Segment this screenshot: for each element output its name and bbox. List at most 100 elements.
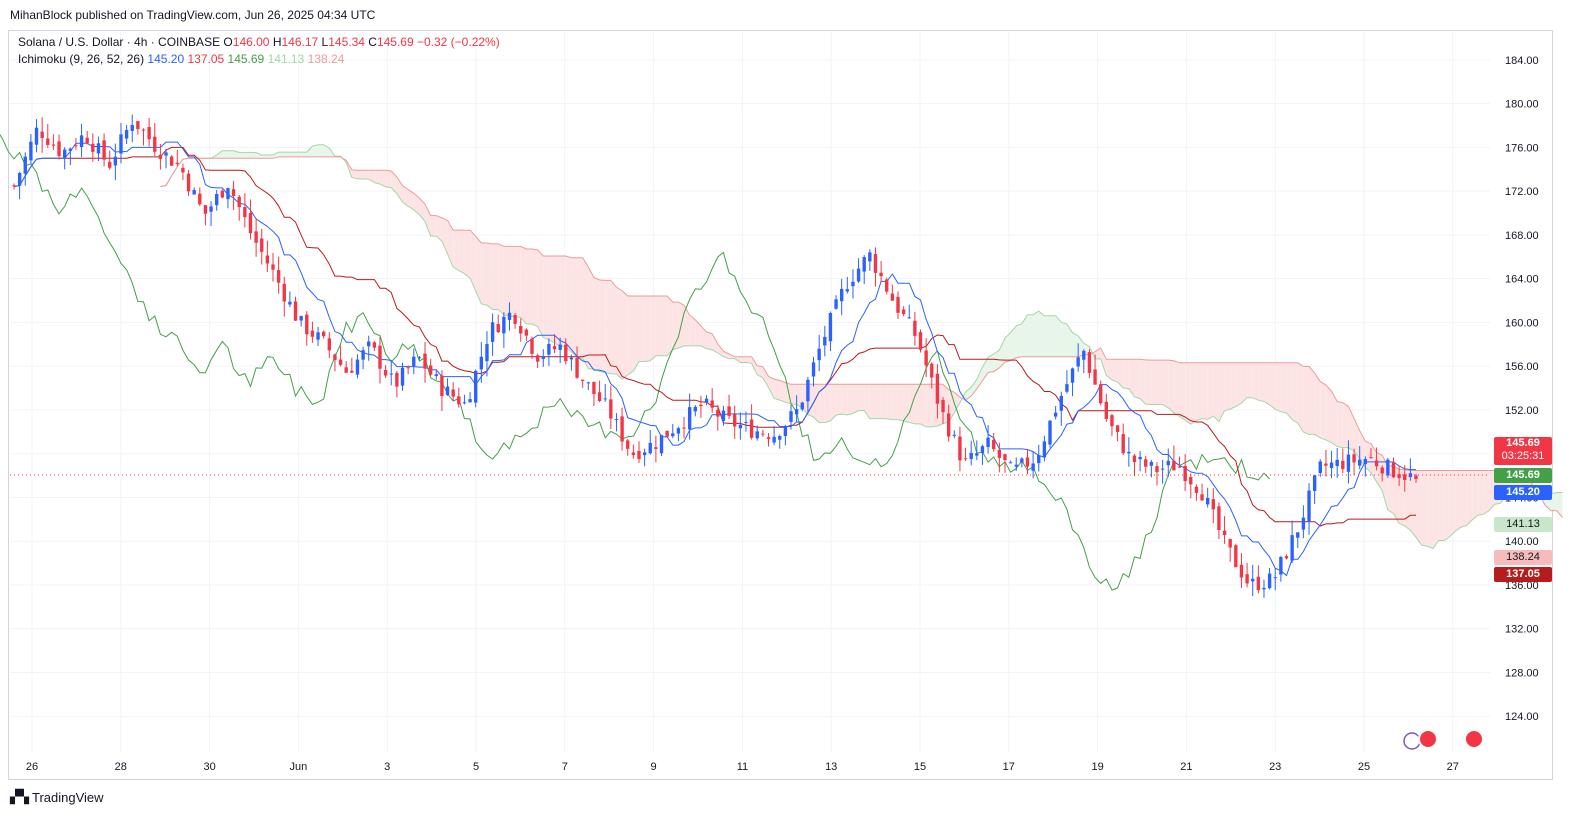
candle-body [74,145,78,147]
candle-body [34,127,39,145]
y-tick-label: 132.00 [1505,624,1539,636]
cloud-segment [301,152,307,157]
cloud-segment [256,152,262,159]
chart-frame[interactable] [8,30,1553,780]
candle-body [265,255,270,264]
candle-body [254,231,258,243]
candle-body [794,409,799,415]
candle-body [873,254,878,273]
cloud-segment [1004,332,1011,363]
candle-body [851,281,855,287]
candle-body [243,207,247,218]
cloud-segment [1444,470,1450,541]
cloud-segment [1044,315,1051,357]
cloud-segment [577,257,583,359]
candle-body [1183,465,1187,482]
cloud-segment [1185,362,1191,425]
candle-body [524,329,529,336]
cloud-segment [1128,359,1135,397]
cloud-segment [548,255,555,343]
cloud-segment [357,170,364,180]
open-label: O [223,35,233,49]
candle-body [1070,368,1075,383]
candle-body [1267,573,1272,589]
candle-body [817,348,821,361]
span-a-value: 141.13 [267,52,305,66]
cloud-segment [1224,362,1231,411]
candle-body [980,446,985,453]
candle-body [68,148,72,151]
candle-body [918,332,923,350]
cloud-segment [1320,381,1326,440]
candle-body [592,381,596,395]
cloud-segment [796,384,803,408]
candle-body [648,442,652,454]
candle-body [1003,454,1007,461]
candle-body [130,125,134,131]
candle-body [350,370,354,373]
cloud-segment [1027,314,1034,357]
candle-body [1014,464,1018,467]
cloud-segment [233,150,240,159]
x-tick-label: 17 [1003,761,1015,773]
cloud-segment [1269,362,1276,410]
y-tick-label: 184.00 [1505,55,1539,67]
candle-body [997,449,1002,458]
candle-body [226,188,230,200]
cloud-segment [1461,470,1467,528]
candle-body [1318,461,1322,474]
candle-body [231,189,236,197]
last-price-tag: 145.69 03:25:31 [1494,437,1552,465]
candles [12,114,1418,598]
candle-body [1374,460,1379,467]
candle-body [1110,415,1114,427]
x-tick-label: Jun [290,761,308,773]
cloud-segment [774,379,780,401]
candle-body [1087,352,1092,373]
cloud-segment [768,376,775,399]
candle-body [412,356,416,367]
footer-branding[interactable]: ▞▚ TradingView [10,789,104,805]
last-price-tag-value: 145.69 [1506,437,1540,449]
flag-icons[interactable] [1403,729,1484,750]
candle-body [800,402,804,410]
price-axis: 124.00128.00132.00136.00140.00144.00148.… [1505,55,1539,723]
indicator-name[interactable]: Ichimoku (9, 26, 52, 26) [18,52,145,66]
cloud-segment [881,384,887,419]
cloud-segment [289,152,296,157]
candle-body [457,396,461,405]
cloud-segment [627,295,634,375]
candle-body [564,344,568,362]
y-tick-label: 124.00 [1505,711,1539,723]
candle-body [941,399,945,413]
cloud-segment [1252,362,1259,401]
candle-body [766,437,771,440]
cloud-segment [1551,492,1557,511]
candle-body [569,357,574,360]
cloud-segment [391,171,397,194]
time-axis: 26 28 30 Jun 3 5 7 9 11 13 15 17 19 21 23 25 27 [26,761,1459,773]
cloud-segment [644,295,651,362]
candle-body [276,270,281,283]
cloud-segment [1342,402,1349,448]
candle-body [823,336,827,346]
candle-body [136,121,140,130]
candle-body [124,129,129,139]
candle-body [1121,434,1125,454]
cloud-segment [520,246,527,324]
candle-body [1205,497,1210,505]
cloud-segment [988,353,994,373]
cloud-segment [1370,443,1377,482]
candle-body [361,350,365,360]
cloud-segment [599,279,606,373]
symbol-label[interactable]: Solana / U.S. Dollar · 4h · COINBASE [18,35,221,49]
candle-body [687,407,692,430]
cloud-segment [571,257,578,358]
candle-body [474,370,478,403]
cloud-segment [852,384,859,414]
cloud-segment [1168,360,1174,413]
cloud-segment [1387,465,1394,514]
candle-body [445,386,450,396]
y-tick-label: 164.00 [1505,274,1539,286]
